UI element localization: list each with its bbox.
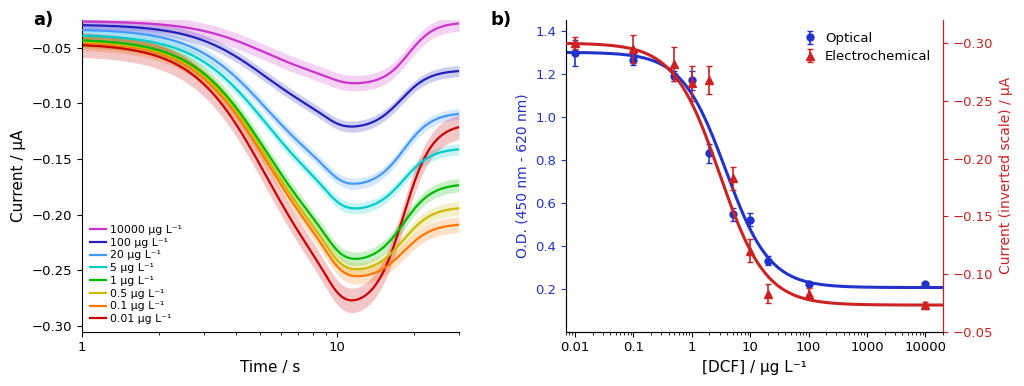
10000 μg L⁻¹ xyxy=(349,81,361,86)
10000 μg L⁻¹ xyxy=(173,24,185,29)
5 μg L⁻¹ xyxy=(142,39,155,44)
0.5 μg L⁻¹ xyxy=(298,212,310,217)
100 μg L⁻¹ xyxy=(360,122,373,127)
Line: 20 μg L⁻¹: 20 μg L⁻¹ xyxy=(82,30,459,184)
1 μg L⁻¹ xyxy=(349,257,361,261)
0.01 μg L⁻¹ xyxy=(453,125,465,129)
Legend: 10000 μg L⁻¹, 100 μg L⁻¹, 20 μg L⁻¹, 5 μg L⁻¹, 1 μg L⁻¹, 0.5 μg L⁻¹, 0.1 μg L⁻¹,: 10000 μg L⁻¹, 100 μg L⁻¹, 20 μg L⁻¹, 5 μ… xyxy=(87,223,184,326)
10000 μg L⁻¹ xyxy=(76,19,88,24)
10000 μg L⁻¹ xyxy=(453,21,465,26)
Line: 5 μg L⁻¹: 5 μg L⁻¹ xyxy=(82,36,459,208)
Text: a): a) xyxy=(33,11,53,29)
10000 μg L⁻¹ xyxy=(247,45,259,49)
100 μg L⁻¹ xyxy=(453,69,465,73)
0.1 μg L⁻¹ xyxy=(351,274,364,279)
0.01 μg L⁻¹ xyxy=(328,286,340,290)
X-axis label: Time / s: Time / s xyxy=(241,360,301,375)
5 μg L⁻¹ xyxy=(360,205,373,209)
5 μg L⁻¹ xyxy=(453,147,465,152)
100 μg L⁻¹ xyxy=(345,124,357,129)
0.1 μg L⁻¹ xyxy=(142,48,155,53)
100 μg L⁻¹ xyxy=(328,120,340,124)
20 μg L⁻¹ xyxy=(453,112,465,116)
0.1 μg L⁻¹ xyxy=(360,273,373,278)
X-axis label: [DCF] / μg L⁻¹: [DCF] / μg L⁻¹ xyxy=(702,360,807,375)
0.1 μg L⁻¹ xyxy=(173,59,185,64)
0.1 μg L⁻¹ xyxy=(298,217,310,222)
1 μg L⁻¹ xyxy=(360,255,373,259)
Y-axis label: Current (inverted scale) / μA: Current (inverted scale) / μA xyxy=(998,77,1013,274)
1 μg L⁻¹ xyxy=(453,183,465,188)
Text: b): b) xyxy=(490,11,512,29)
5 μg L⁻¹ xyxy=(298,164,310,169)
0.5 μg L⁻¹ xyxy=(142,47,155,51)
10000 μg L⁻¹ xyxy=(328,77,340,82)
Line: 0.5 μg L⁻¹: 0.5 μg L⁻¹ xyxy=(82,42,459,269)
20 μg L⁻¹ xyxy=(76,28,88,32)
0.01 μg L⁻¹ xyxy=(76,43,88,47)
1 μg L⁻¹ xyxy=(173,56,185,60)
0.1 μg L⁻¹ xyxy=(76,41,88,45)
0.5 μg L⁻¹ xyxy=(173,58,185,62)
0.01 μg L⁻¹ xyxy=(173,63,185,68)
0.5 μg L⁻¹ xyxy=(247,133,259,138)
Line: 1 μg L⁻¹: 1 μg L⁻¹ xyxy=(82,41,459,259)
5 μg L⁻¹ xyxy=(247,105,259,110)
10000 μg L⁻¹ xyxy=(360,80,373,85)
0.5 μg L⁻¹ xyxy=(328,254,340,258)
Line: 10000 μg L⁻¹: 10000 μg L⁻¹ xyxy=(82,22,459,83)
0.5 μg L⁻¹ xyxy=(360,266,373,270)
Y-axis label: O.D. (450 nm - 620 nm): O.D. (450 nm - 620 nm) xyxy=(515,93,529,258)
0.1 μg L⁻¹ xyxy=(328,260,340,264)
Legend: Optical, Electrochemical: Optical, Electrochemical xyxy=(797,27,936,68)
100 μg L⁻¹ xyxy=(298,101,310,105)
10000 μg L⁻¹ xyxy=(298,66,310,71)
0.5 μg L⁻¹ xyxy=(76,39,88,44)
0.01 μg L⁻¹ xyxy=(298,239,310,243)
1 μg L⁻¹ xyxy=(142,45,155,50)
0.01 μg L⁻¹ xyxy=(247,149,259,154)
Line: 0.1 μg L⁻¹: 0.1 μg L⁻¹ xyxy=(82,43,459,276)
0.1 μg L⁻¹ xyxy=(453,222,465,227)
20 μg L⁻¹ xyxy=(173,40,185,45)
1 μg L⁻¹ xyxy=(247,129,259,133)
100 μg L⁻¹ xyxy=(76,23,88,27)
20 μg L⁻¹ xyxy=(142,33,155,37)
5 μg L⁻¹ xyxy=(349,206,361,211)
100 μg L⁻¹ xyxy=(173,31,185,36)
20 μg L⁻¹ xyxy=(360,179,373,184)
100 μg L⁻¹ xyxy=(247,65,259,70)
Line: 100 μg L⁻¹: 100 μg L⁻¹ xyxy=(82,25,459,127)
0.5 μg L⁻¹ xyxy=(351,267,364,271)
0.01 μg L⁻¹ xyxy=(360,292,373,297)
20 μg L⁻¹ xyxy=(247,91,259,96)
20 μg L⁻¹ xyxy=(348,181,360,186)
0.01 μg L⁻¹ xyxy=(142,51,155,56)
5 μg L⁻¹ xyxy=(328,196,340,201)
0.01 μg L⁻¹ xyxy=(346,298,358,303)
10000 μg L⁻¹ xyxy=(142,21,155,26)
20 μg L⁻¹ xyxy=(328,173,340,178)
Y-axis label: Current / μA: Current / μA xyxy=(11,130,26,222)
1 μg L⁻¹ xyxy=(298,204,310,209)
5 μg L⁻¹ xyxy=(76,33,88,38)
0.5 μg L⁻¹ xyxy=(453,206,465,211)
100 μg L⁻¹ xyxy=(142,26,155,31)
Line: 0.01 μg L⁻¹: 0.01 μg L⁻¹ xyxy=(82,45,459,300)
1 μg L⁻¹ xyxy=(328,244,340,249)
20 μg L⁻¹ xyxy=(298,145,310,149)
1 μg L⁻¹ xyxy=(76,38,88,43)
5 μg L⁻¹ xyxy=(173,47,185,52)
0.1 μg L⁻¹ xyxy=(247,137,259,141)
